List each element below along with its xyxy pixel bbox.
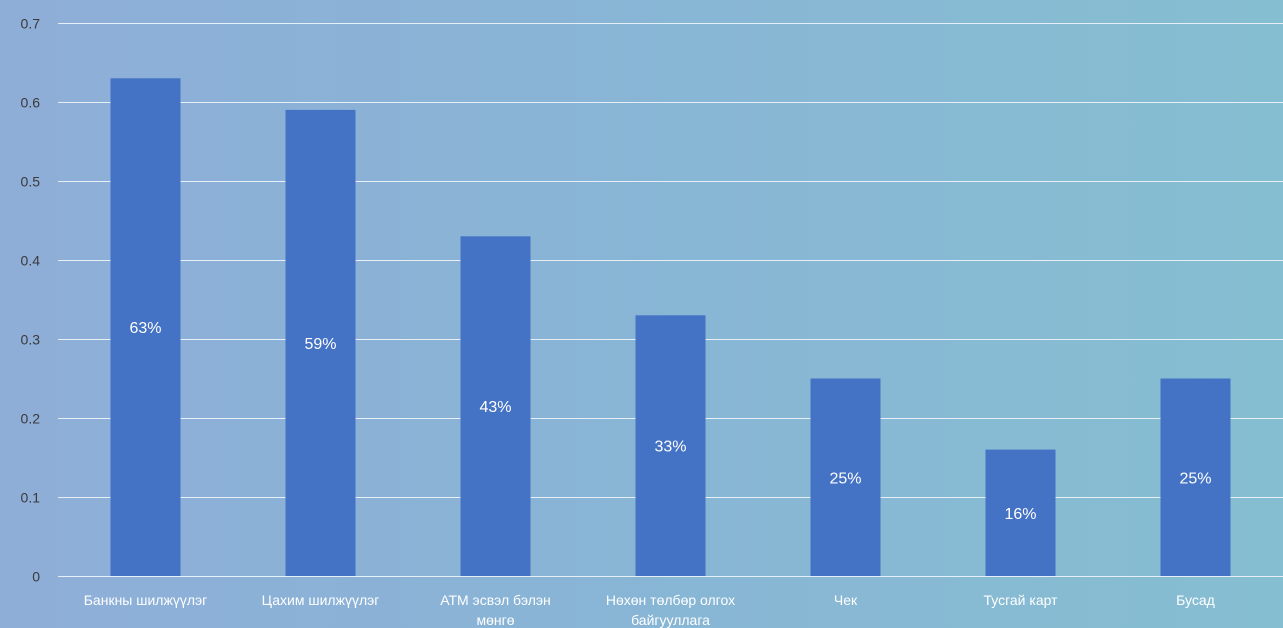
data-label: 25% — [829, 470, 861, 487]
bar — [285, 109, 356, 577]
y-tick-label: 0.3 — [21, 332, 41, 348]
bar — [1160, 378, 1231, 576]
x-category-label-line: Цахим шилжүүлэг — [262, 592, 380, 608]
y-tick-label: 0.2 — [21, 411, 41, 427]
data-label: 33% — [654, 439, 686, 456]
x-axis-categories: Банкны шилжүүлэг Цахим шилжүүлэг АТМ эсвэл… — [84, 592, 1215, 628]
x-category-label: АТМ эсвэл бэлэн мөнгө — [440, 592, 551, 628]
bar — [110, 78, 181, 577]
bar — [810, 378, 881, 576]
x-category-label-line: мөнгө — [476, 612, 514, 628]
y-axis-ticks: 0 0.1 0.2 0.3 0.4 0.5 0.6 0.7 — [21, 16, 41, 585]
x-category-label-line: Чек — [834, 592, 858, 608]
x-category-label-line: Бусад — [1176, 592, 1215, 608]
data-labels: 63% 59% 43% 33% 25% 16% 25% — [129, 320, 1211, 523]
x-category-label: Нөхөн төлбөр олгох байгууллага — [606, 592, 735, 628]
y-tick-label: 0.6 — [21, 95, 41, 111]
x-category-label-line: байгууллага — [631, 612, 710, 628]
data-label: 59% — [304, 336, 336, 353]
x-category-label-line: Нөхөн төлбөр олгох — [606, 592, 735, 608]
data-label: 63% — [129, 320, 161, 337]
y-tick-label: 0.1 — [21, 490, 41, 506]
x-category-label: Цахим шилжүүлэг — [262, 592, 380, 608]
y-tick-label: 0 — [32, 569, 40, 585]
data-label: 16% — [1004, 506, 1036, 523]
x-category-label-line: Тусгай карт — [983, 592, 1058, 608]
bars — [110, 78, 1231, 577]
y-tick-label: 0.7 — [21, 16, 41, 32]
x-category-label-line: Банкны шилжүүлэг — [84, 592, 208, 608]
y-tick-label: 0.5 — [21, 174, 41, 190]
bar — [985, 449, 1056, 576]
x-category-label: Чек — [834, 592, 858, 608]
data-label: 25% — [1179, 470, 1211, 487]
data-label: 43% — [479, 399, 511, 416]
y-tick-label: 0.4 — [21, 253, 41, 269]
x-category-label-line: АТМ эсвэл бэлэн — [440, 592, 551, 608]
x-category-label: Банкны шилжүүлэг — [84, 592, 208, 608]
x-category-label: Бусад — [1176, 592, 1215, 608]
bar — [635, 315, 706, 576]
bar — [460, 236, 531, 577]
x-category-label: Тусгай карт — [983, 592, 1058, 608]
